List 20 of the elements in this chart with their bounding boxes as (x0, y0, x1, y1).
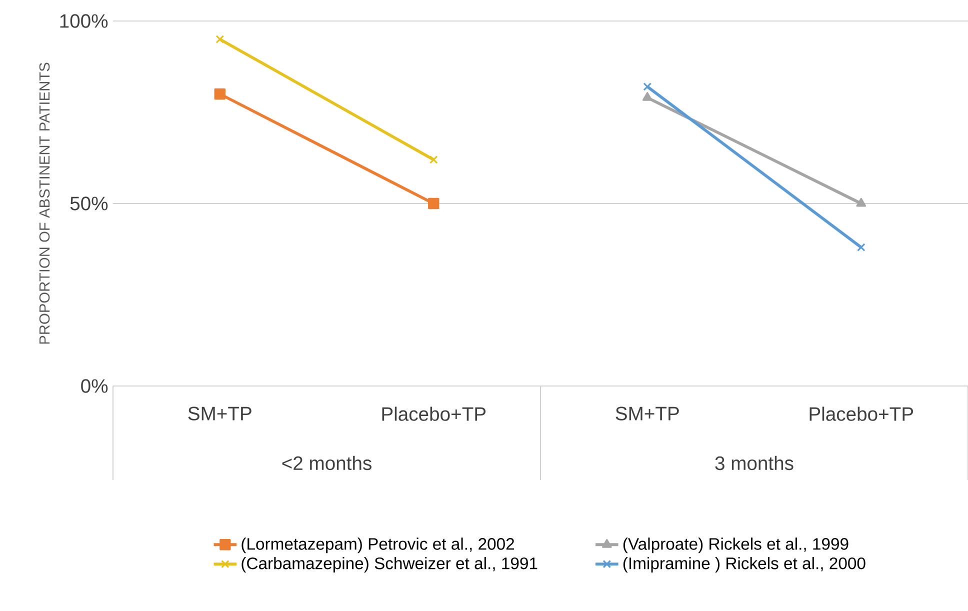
legend-label: (Carbamazepine) Schweizer et al., 1991 (242, 557, 538, 573)
legend-label: (Imipramine ) Rickels et al., 2000 (623, 557, 866, 573)
x-tick-label: SM+TP (616, 406, 679, 420)
point (643, 82, 652, 91)
x-tick-label: SM+TP (188, 406, 252, 420)
point (216, 35, 224, 44)
y-tick-label: 50% (70, 196, 108, 210)
point (428, 198, 440, 210)
point (214, 88, 226, 100)
legend-label: (Lormetazepam) Petrovic et al., 2002 (242, 538, 514, 554)
y-axis-title: PROPORTION OF ABSTINENT PATIENTS (39, 62, 50, 344)
point (429, 156, 438, 164)
text: 3 months (715, 456, 794, 470)
x-tick-label: Placebo+TP (810, 406, 914, 421)
text: <2 months (282, 456, 372, 470)
x-tick-label: Placebo+TP (382, 406, 486, 421)
y-tick-label: 0% (81, 379, 108, 393)
point (856, 243, 866, 252)
y-tick-label: 100% (60, 14, 108, 28)
legend-label: (Valproate) Rickels et al., 1999 (623, 538, 848, 554)
